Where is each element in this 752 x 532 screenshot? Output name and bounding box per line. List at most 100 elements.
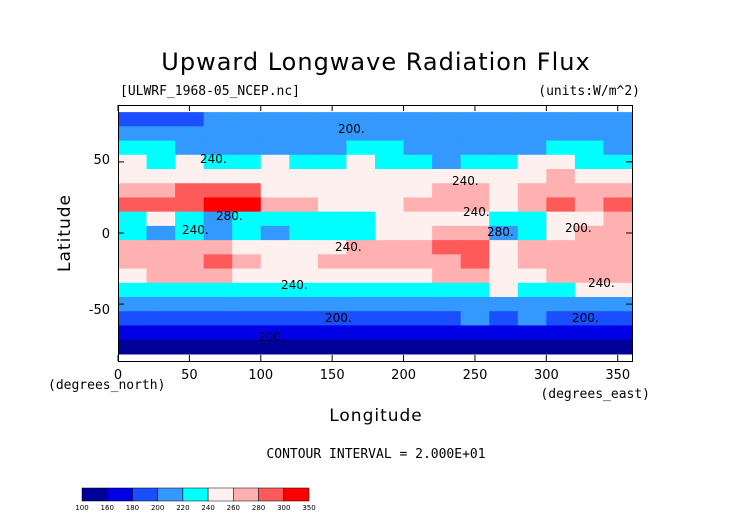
field-cell — [260, 297, 290, 312]
x-tick-label: 0 — [114, 368, 122, 383]
field-cell — [260, 211, 290, 227]
field-cell — [232, 112, 262, 127]
field-cell — [232, 282, 262, 298]
field-cell — [574, 325, 605, 341]
field-cell — [603, 240, 633, 255]
field-cell — [175, 268, 205, 284]
field-cell — [260, 112, 290, 127]
field-cell — [175, 325, 205, 341]
contour-label: 280. — [487, 225, 514, 239]
colorbar-tick-label: 300 — [277, 504, 290, 512]
field-cell — [375, 126, 405, 142]
field-cell — [489, 169, 519, 184]
field-cell — [403, 112, 433, 127]
contour-field — [118, 112, 633, 355]
field-cell — [118, 197, 148, 213]
y-tick-label: -50 — [89, 303, 110, 318]
field-cell — [574, 240, 605, 255]
field-cell — [574, 183, 605, 199]
field-cell — [574, 311, 605, 327]
field-cell — [260, 126, 290, 142]
field-cell — [232, 183, 262, 199]
field-cell — [546, 154, 576, 170]
field-cell — [175, 140, 205, 156]
field-cell — [375, 211, 405, 227]
field-cell — [489, 297, 519, 312]
colorbar-tick-label: 280 — [252, 504, 265, 512]
field-cell — [403, 140, 433, 156]
field-cell — [118, 325, 148, 341]
field-cell — [517, 282, 547, 298]
field-cell — [346, 325, 376, 341]
field-cell — [203, 339, 233, 355]
field-cell — [317, 311, 348, 327]
field-cell — [375, 325, 405, 341]
field-cell — [203, 225, 233, 241]
field-cell — [232, 268, 262, 284]
field-cell — [260, 268, 290, 284]
field-cell — [460, 339, 490, 355]
field-cell — [546, 325, 576, 341]
field-cell — [203, 211, 233, 227]
field-cell — [175, 154, 205, 170]
field-cell — [603, 211, 633, 227]
field-cell — [118, 183, 148, 199]
field-cell — [289, 126, 319, 142]
colorbar-swatch — [258, 487, 285, 502]
field-cell — [403, 254, 433, 270]
field-cell — [403, 297, 433, 312]
field-cell — [517, 112, 547, 127]
field-cell — [203, 325, 233, 341]
field-cell — [432, 254, 462, 270]
field-cell — [460, 169, 490, 184]
field-cell — [574, 140, 605, 156]
field-cell — [460, 225, 490, 241]
field-cell — [346, 339, 376, 355]
field-cell — [546, 268, 576, 284]
field-cell — [460, 254, 490, 270]
field-cell — [460, 268, 490, 284]
field-cell — [460, 282, 490, 298]
field-cell — [232, 311, 262, 327]
field-cell — [175, 297, 205, 312]
field-cell — [517, 154, 547, 170]
field-cell — [289, 225, 319, 241]
field-cell — [260, 325, 290, 341]
field-cell — [574, 225, 605, 241]
field-cell — [403, 211, 433, 227]
field-cell — [146, 311, 176, 327]
field-cell — [146, 126, 176, 142]
field-cell — [346, 197, 376, 213]
field-cell — [203, 240, 233, 255]
field-cell — [289, 183, 319, 199]
field-cell — [146, 112, 176, 127]
field-cell — [546, 240, 576, 255]
x-tick-label: 200 — [391, 368, 416, 383]
field-cell — [603, 225, 633, 241]
field-cell — [460, 311, 490, 327]
colorbar-tick-label: 350 — [302, 504, 315, 512]
field-cell — [203, 311, 233, 327]
colorbar-tick-label: 100 — [75, 504, 88, 512]
field-cell — [489, 311, 519, 327]
field-cell — [574, 169, 605, 184]
field-cell — [289, 154, 319, 170]
field-cell — [118, 140, 148, 156]
field-cell — [574, 268, 605, 284]
field-cell — [603, 282, 633, 298]
field-cell — [517, 268, 547, 284]
field-cell — [232, 154, 262, 170]
field-cell — [317, 282, 348, 298]
field-cell — [403, 126, 433, 142]
contour-label: 200. — [565, 221, 592, 235]
x-tick-label: 300 — [534, 368, 559, 383]
colorbar-tick-label: 180 — [126, 504, 139, 512]
contour-label: 240. — [335, 240, 362, 254]
field-cell — [260, 140, 290, 156]
field-cell — [346, 169, 376, 184]
field-cell — [375, 197, 405, 213]
field-cell — [574, 154, 605, 170]
field-cell — [346, 112, 376, 127]
field-cell — [118, 311, 148, 327]
